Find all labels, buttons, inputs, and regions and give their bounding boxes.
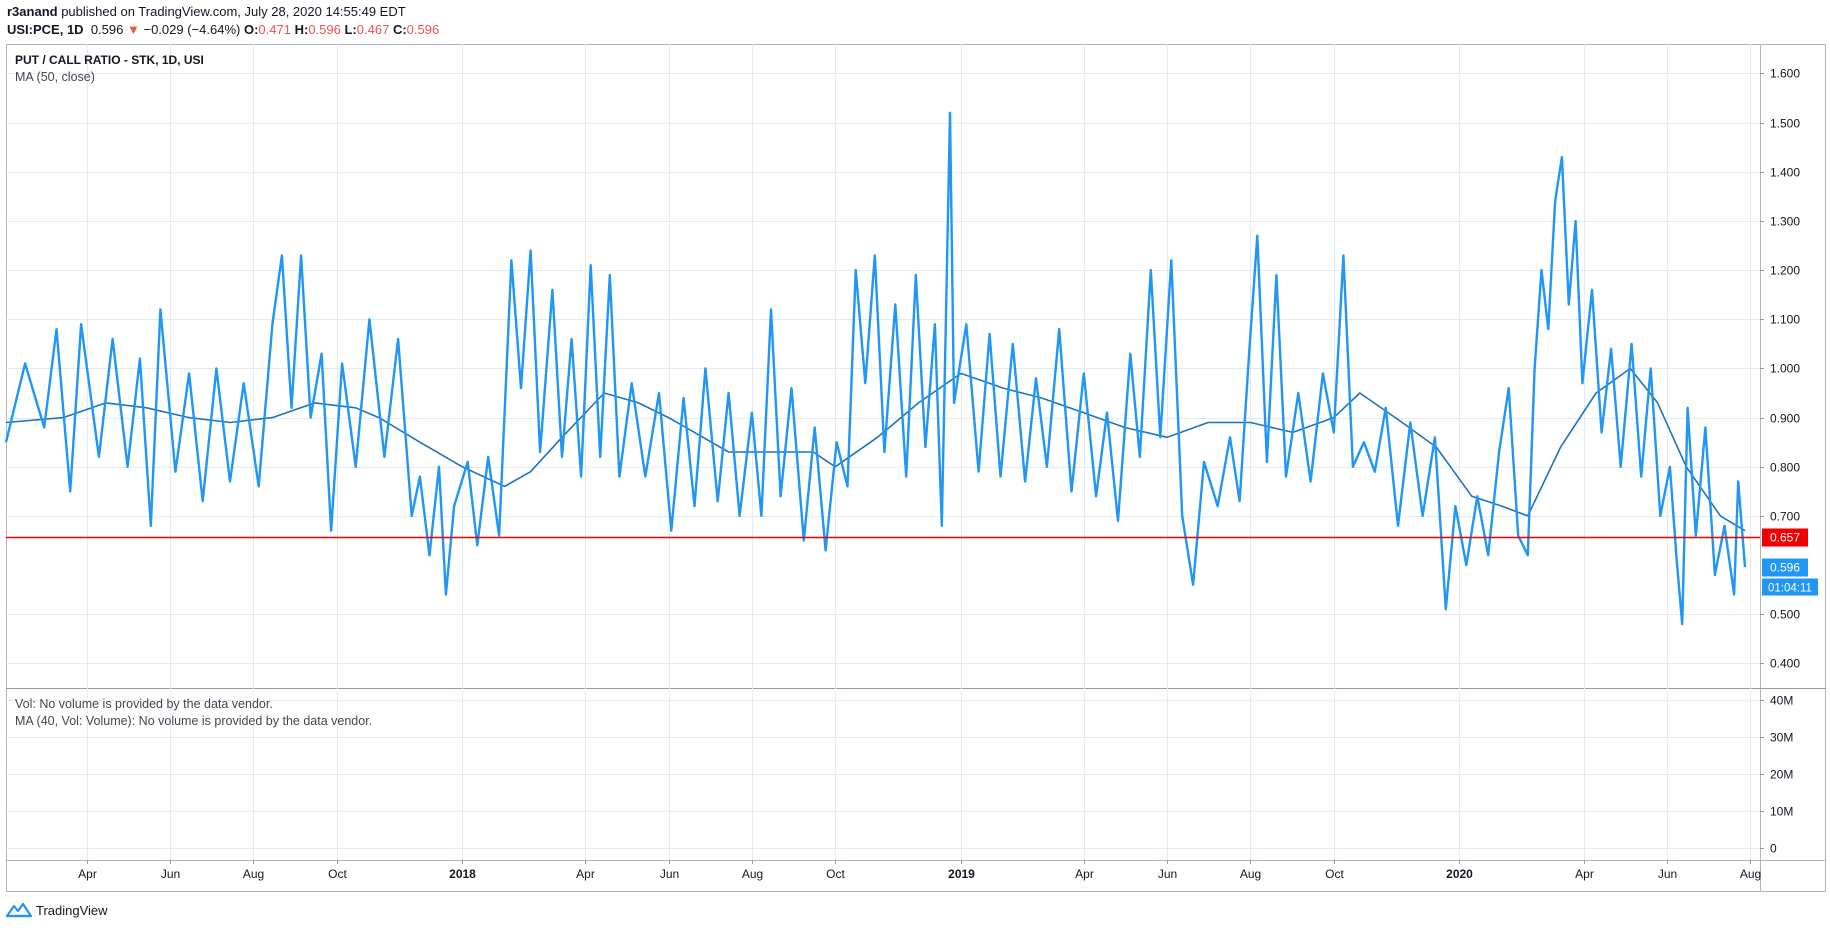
x-tick-label: Aug [742, 867, 763, 881]
x-tick-label: Aug [1740, 867, 1761, 881]
open-label: O: [243, 22, 259, 37]
x-tick-label: 2019 [948, 867, 975, 881]
symbol-line: USI:PCE, 1D 0.596 ▼ −0.029 (−4.64%) O:0.… [7, 22, 439, 37]
publish-info: published on TradingView.com, July 28, 2… [61, 4, 406, 19]
indicator-title: PUT / CALL RATIO - STK, 1D, USI [15, 53, 204, 67]
x-tick-label: Jun [1658, 867, 1677, 881]
y-tick-label: 1.300 [1770, 215, 1800, 229]
high-value: 0.596 [308, 22, 341, 37]
publisher-line: r3anand published on TradingView.com, Ju… [7, 4, 406, 19]
volume-axis-label: 10M [1770, 805, 1793, 819]
symbol-interval: USI:PCE, 1D [7, 22, 84, 37]
change-down-icon: ▼ [126, 22, 140, 37]
y-tick-label: 1.600 [1770, 67, 1800, 81]
x-tick-label: Apr [1075, 867, 1094, 881]
volume-axis-label: 40M [1770, 694, 1793, 708]
y-tick-label: 1.500 [1770, 117, 1800, 131]
author-name[interactable]: r3anand [7, 4, 58, 19]
y-tick-label: 1.100 [1770, 313, 1800, 327]
last-price-label: 0.596 [1770, 561, 1800, 575]
x-tick-label: 2020 [1446, 867, 1473, 881]
footer-brand[interactable]: TradingView [6, 898, 108, 922]
volume-axis-label: 0 [1770, 842, 1777, 856]
close-value: 0.596 [406, 22, 440, 37]
y-tick-label: 1.000 [1770, 362, 1800, 376]
ratio-line [4, 111, 1747, 626]
x-tick-label: Apr [576, 867, 595, 881]
y-tick-label: 0.900 [1770, 412, 1800, 426]
y-tick-label: 1.200 [1770, 264, 1800, 278]
x-tick-label: Jun [1158, 867, 1177, 881]
volume-ma-legend: MA (40, Vol: Volume): No volume is provi… [15, 714, 373, 728]
x-tick-label: 2018 [449, 867, 476, 881]
volume-axis-label: 20M [1770, 768, 1793, 782]
volume-axis-label: 30M [1770, 731, 1793, 745]
y-tick-label: 1.400 [1770, 166, 1800, 180]
volume-legend: Vol: No volume is provided by the data v… [15, 697, 273, 711]
low-value: 0.467 [356, 22, 390, 37]
hline-price-badge [1762, 528, 1808, 547]
tradingview-logo-icon [6, 902, 32, 918]
y-tick-label: 0.400 [1770, 657, 1800, 671]
countdown-label: 01:04:11 [1768, 583, 1812, 595]
y-tick-label: 0.700 [1770, 510, 1800, 524]
last-price: 0.596 [90, 22, 124, 37]
last-price-badge [1762, 558, 1808, 577]
x-tick-label: Aug [243, 867, 264, 881]
x-tick-label: Apr [1575, 867, 1594, 881]
high-label: H: [294, 22, 309, 37]
low-label: L: [344, 22, 357, 37]
y-tick-label: 0.500 [1770, 608, 1800, 622]
hline-price-label: 0.657 [1770, 531, 1800, 545]
x-tick-label: Oct [1325, 867, 1344, 881]
x-tick-label: Oct [826, 867, 845, 881]
open-value: 0.471 [258, 22, 291, 37]
countdown-badge [1762, 578, 1818, 596]
y-tick-label: 0.800 [1770, 461, 1800, 475]
brand-name: TradingView [36, 902, 108, 918]
close-label: C: [392, 22, 407, 37]
x-tick-label: Aug [1240, 867, 1261, 881]
x-tick-label: Jun [660, 867, 679, 881]
ma-legend: MA (50, close) [15, 70, 95, 84]
x-tick-label: Apr [78, 867, 97, 881]
x-tick-label: Jun [161, 867, 180, 881]
price-change: −0.029 (−4.64%) [143, 22, 241, 37]
x-tick-label: Oct [328, 867, 347, 881]
